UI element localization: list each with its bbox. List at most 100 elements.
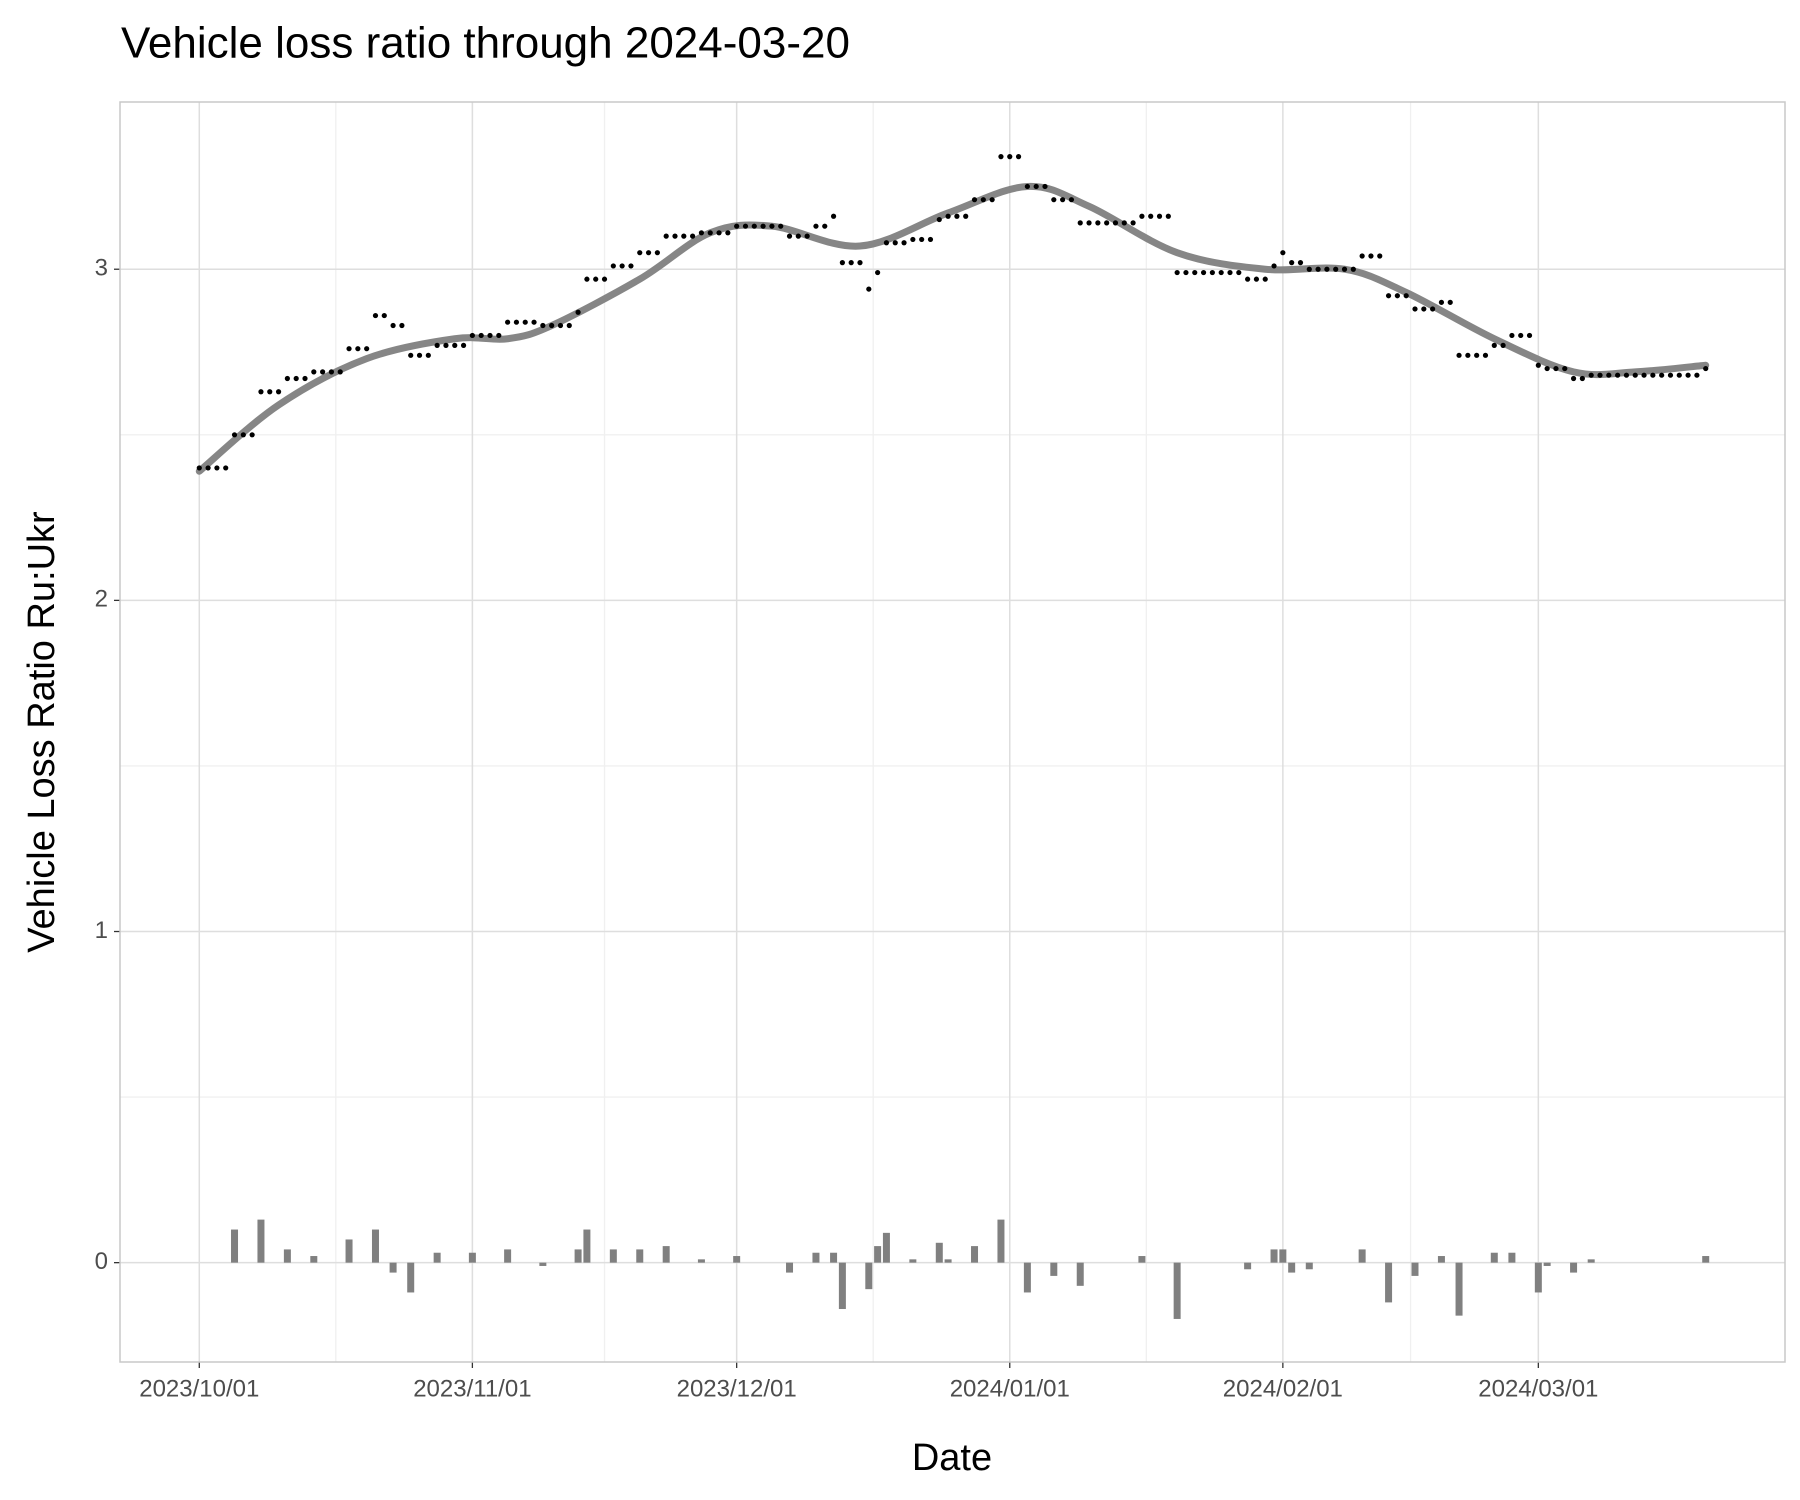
point (487, 332, 493, 339)
point (610, 263, 616, 269)
point (452, 342, 458, 348)
point (1615, 372, 1621, 378)
point (1526, 332, 1533, 339)
chart-title: Vehicle loss ratio through 2024-03-20 (121, 19, 850, 68)
bar (1050, 1262, 1058, 1276)
point (196, 465, 202, 471)
point (1060, 197, 1066, 203)
point (1694, 372, 1700, 378)
point (346, 346, 352, 352)
point (813, 223, 819, 229)
point (1104, 220, 1110, 226)
y-tick-label: 3 (95, 255, 108, 282)
point (857, 260, 863, 266)
point (1570, 375, 1577, 382)
smooth-line (195, 182, 1710, 475)
point (654, 250, 660, 256)
point (1289, 260, 1295, 266)
point (1271, 263, 1277, 269)
x-axis-label: Date (912, 1437, 992, 1479)
bar (504, 1249, 512, 1263)
point (223, 465, 229, 471)
point (267, 389, 273, 395)
point (1350, 266, 1356, 272)
bar (830, 1252, 838, 1263)
point (1192, 269, 1198, 276)
point (883, 240, 890, 246)
bar (882, 1232, 890, 1263)
point (1597, 372, 1603, 378)
point (637, 250, 643, 256)
point (1007, 154, 1013, 160)
point (531, 319, 537, 325)
point (1650, 372, 1656, 378)
bar (345, 1239, 353, 1263)
point (1447, 299, 1453, 305)
point (1341, 266, 1348, 272)
point (337, 369, 343, 375)
point (584, 276, 590, 282)
point (1403, 293, 1409, 299)
bar (1490, 1252, 1498, 1263)
y-axis-label: Vehicle Loss Ratio Ru:Ukr (21, 511, 63, 953)
y-tick-label: 0 (95, 1248, 108, 1275)
point (1394, 293, 1400, 299)
bar (1076, 1262, 1084, 1286)
bar (838, 1262, 846, 1310)
point (311, 369, 317, 375)
point (1667, 372, 1674, 378)
bar (1244, 1262, 1252, 1270)
plot-border (119, 101, 1786, 1363)
point (1438, 299, 1445, 305)
bar (257, 1219, 265, 1263)
point (1200, 269, 1207, 276)
major-grid (120, 102, 1785, 1362)
bar (1023, 1262, 1031, 1293)
point (989, 197, 995, 203)
point (1051, 197, 1057, 203)
bar (1508, 1252, 1516, 1263)
point (496, 332, 502, 339)
point (469, 332, 475, 339)
y-tick-label: 1 (95, 917, 108, 944)
point (1183, 269, 1189, 276)
point (716, 230, 722, 236)
point (1218, 269, 1224, 276)
bar (935, 1242, 943, 1263)
bar (1385, 1262, 1393, 1303)
bar (1288, 1262, 1296, 1273)
point (549, 322, 555, 329)
point (672, 233, 678, 239)
point (760, 223, 766, 229)
point (945, 213, 951, 219)
point (971, 197, 978, 203)
bar (231, 1229, 239, 1263)
point (663, 233, 669, 239)
bar (609, 1249, 617, 1263)
point (214, 465, 220, 471)
point (1148, 213, 1154, 219)
point (1015, 154, 1022, 160)
x-tick-label: 2023/11/01 (413, 1375, 531, 1402)
bar (371, 1229, 379, 1263)
bar (389, 1262, 397, 1273)
point (425, 352, 431, 358)
bar (662, 1246, 670, 1263)
point (1130, 220, 1136, 226)
point (998, 154, 1004, 160)
bar (468, 1252, 476, 1263)
point (839, 260, 845, 266)
point (355, 346, 361, 352)
point (231, 432, 238, 438)
point (275, 389, 282, 395)
point (830, 213, 837, 219)
point (1095, 220, 1101, 226)
point (601, 276, 608, 282)
bar (944, 1259, 952, 1263)
point (1685, 372, 1691, 378)
point (1359, 253, 1365, 259)
point (240, 432, 246, 438)
point (1112, 220, 1119, 226)
point (980, 197, 986, 203)
bar (697, 1259, 705, 1263)
